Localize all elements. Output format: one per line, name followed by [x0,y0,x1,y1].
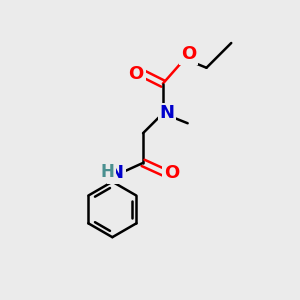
Text: N: N [159,104,174,122]
Text: H: H [100,163,114,181]
Text: O: O [128,65,144,83]
Text: O: O [164,164,179,182]
Text: O: O [181,45,196,63]
Text: N: N [109,164,124,182]
